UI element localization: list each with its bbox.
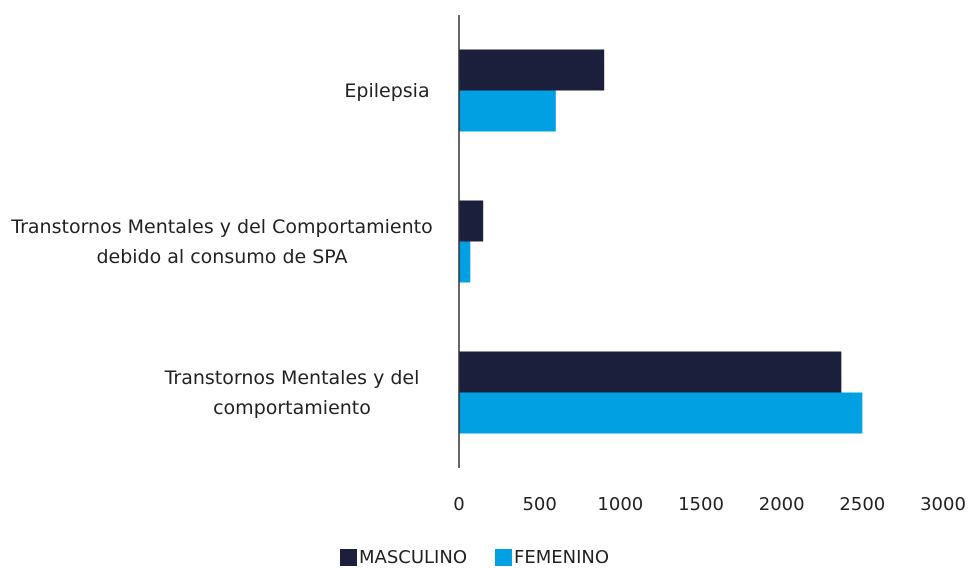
bar bbox=[459, 49, 605, 91]
bar bbox=[459, 200, 484, 242]
bar bbox=[459, 351, 842, 393]
x-tick-label: 2500 bbox=[839, 494, 885, 515]
category-label: Transtornos Mentales y del comportamient… bbox=[164, 366, 420, 419]
bar bbox=[459, 392, 863, 434]
legend-swatch bbox=[494, 549, 512, 566]
category-label: Epilepsia bbox=[344, 79, 430, 102]
x-tick-label: 0 bbox=[453, 494, 464, 515]
x-tick-label: 1000 bbox=[597, 494, 643, 515]
category-label: Transtornos Mentales y del Comportamient… bbox=[11, 215, 433, 268]
legend-swatch bbox=[340, 549, 357, 566]
legend-label: MASCULINO bbox=[359, 547, 467, 568]
x-tick-label: 1500 bbox=[678, 494, 724, 515]
legend-label: FEMENINO bbox=[514, 547, 609, 568]
bar bbox=[459, 90, 556, 132]
x-tick-label: 2000 bbox=[759, 494, 805, 515]
x-tick-label: 500 bbox=[522, 494, 556, 515]
x-tick-label: 3000 bbox=[920, 494, 966, 515]
bar bbox=[459, 241, 471, 283]
